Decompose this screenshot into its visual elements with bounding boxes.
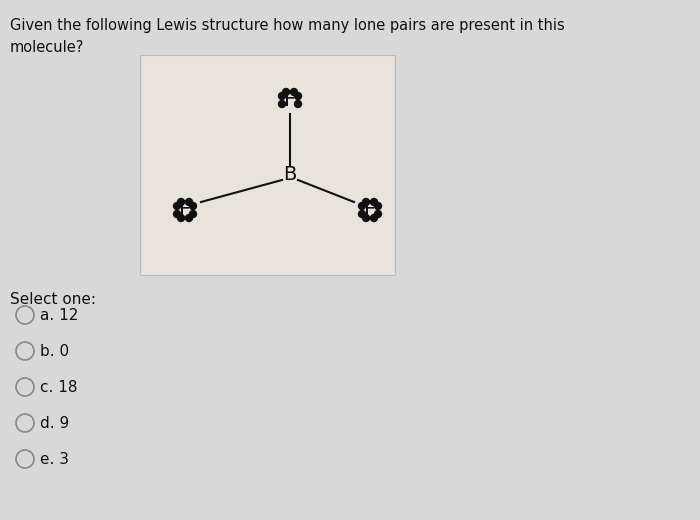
Circle shape	[178, 199, 185, 205]
Circle shape	[358, 211, 365, 217]
Circle shape	[174, 211, 181, 217]
Circle shape	[178, 214, 185, 222]
Circle shape	[186, 199, 192, 205]
Circle shape	[295, 93, 302, 99]
Text: B: B	[284, 165, 297, 185]
Circle shape	[358, 202, 365, 210]
Text: F: F	[364, 200, 376, 220]
Circle shape	[174, 202, 181, 210]
Text: F: F	[179, 200, 191, 220]
Circle shape	[370, 199, 377, 205]
Text: a. 12: a. 12	[40, 307, 78, 322]
Circle shape	[374, 211, 382, 217]
Text: c. 18: c. 18	[40, 380, 78, 395]
Text: Given the following Lewis structure how many lone pairs are present in this: Given the following Lewis structure how …	[10, 18, 565, 33]
Circle shape	[370, 214, 377, 222]
Circle shape	[283, 88, 290, 96]
Circle shape	[363, 214, 370, 222]
Text: molecule?: molecule?	[10, 40, 85, 55]
Circle shape	[295, 100, 302, 108]
Circle shape	[374, 202, 382, 210]
Text: b. 0: b. 0	[40, 344, 69, 358]
Text: Select one:: Select one:	[10, 292, 96, 307]
Circle shape	[363, 199, 370, 205]
Circle shape	[290, 88, 298, 96]
Text: F: F	[284, 90, 296, 110]
Circle shape	[190, 202, 197, 210]
Text: d. 9: d. 9	[40, 415, 69, 431]
Circle shape	[279, 93, 286, 99]
Circle shape	[186, 214, 192, 222]
Text: e. 3: e. 3	[40, 451, 69, 466]
Bar	[140, 55, 395, 275]
Circle shape	[279, 100, 286, 108]
Circle shape	[190, 211, 197, 217]
